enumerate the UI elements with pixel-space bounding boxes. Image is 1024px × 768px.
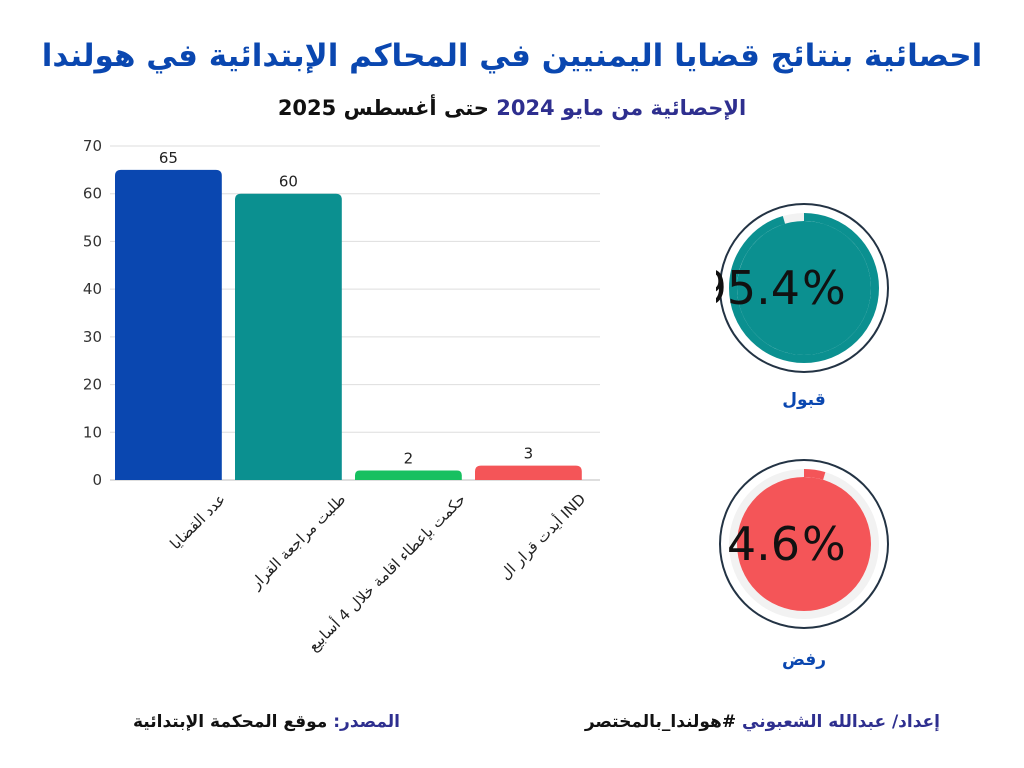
- acceptance-label: قبول: [782, 390, 826, 410]
- bar-chart: 0 10 20 30 40 50 60 70 65 عدد القضايا 60 طلبت مراجع…: [83, 137, 600, 655]
- x-category-label: عدد القضايا: [166, 490, 229, 553]
- y-tick-label: 30: [83, 328, 102, 346]
- author-hashtag: #هولندا_بالمختصر: [584, 712, 737, 732]
- bar: [475, 465, 582, 480]
- rejection-gauge-arc: [729, 469, 879, 619]
- author-credit: إعداد/ عبدالله الشعبوني #هولندا_بالمختصر: [585, 712, 940, 732]
- bar: [235, 193, 342, 480]
- source-value: موقع المحكمة الإبتدائية: [133, 712, 328, 732]
- source-credit: المصدر: موقع المحكمة الإبتدائية: [133, 712, 400, 732]
- bar-value-label: 3: [524, 445, 534, 463]
- acceptance-percent-sign: %: [802, 261, 846, 315]
- page-subtitle: الإحصائية من مايو 2024 حتى أغسطس 2025: [0, 96, 1024, 120]
- subtitle-rest: حتى أغسطس 2025: [277, 96, 489, 120]
- x-category-label: طلبت مراجعة القرار: [246, 490, 349, 593]
- rejection-percentage: 4.6: [727, 517, 800, 571]
- y-tick-label: 50: [83, 232, 102, 250]
- y-tick-label: 0: [92, 471, 102, 489]
- bar: [115, 169, 222, 480]
- acceptance-gauge-fill: [737, 221, 871, 355]
- page-title: احصائية بنتائج قضايا اليمنيين في المحاكم…: [41, 38, 983, 74]
- author-label: إعداد/ عبدالله الشعبوني: [742, 712, 940, 732]
- bar-value-label: 60: [279, 173, 298, 191]
- bar: [355, 470, 462, 480]
- bar-value-label: 65: [159, 149, 178, 167]
- x-category-label: أيدت قرار ال IND: [495, 489, 589, 583]
- subtitle-highlight: الإحصائية من مايو 2024: [496, 96, 747, 120]
- y-tick-label: 40: [83, 280, 102, 298]
- y-tick-label: 10: [83, 423, 102, 441]
- acceptance-percentage: 95.4: [716, 261, 800, 315]
- acceptance-gauge-arc: [729, 213, 879, 363]
- source-label: المصدر:: [333, 712, 400, 732]
- rejection-label: رفض: [781, 650, 827, 670]
- rejection-percent-sign: %: [802, 517, 846, 571]
- y-tick-label: 70: [83, 137, 102, 155]
- bar-value-label: 2: [404, 449, 414, 467]
- acceptance-gauge: 95.4 %: [716, 203, 889, 373]
- y-tick-label: 20: [83, 376, 102, 394]
- rejection-gauge: 4.6 %: [719, 459, 889, 629]
- rejection-gauge-fill: [737, 477, 871, 611]
- y-tick-label: 60: [83, 185, 102, 203]
